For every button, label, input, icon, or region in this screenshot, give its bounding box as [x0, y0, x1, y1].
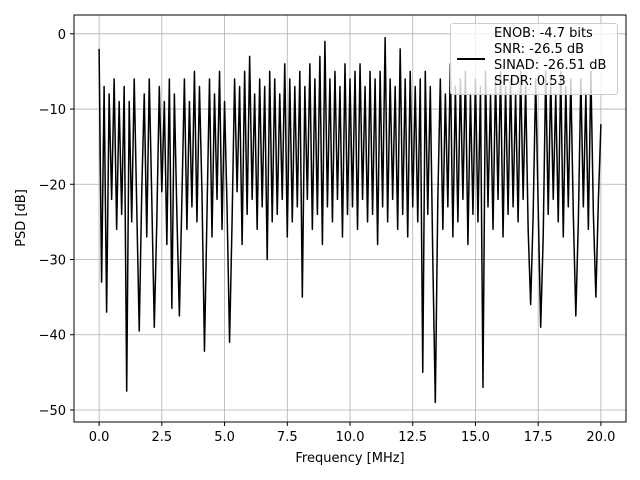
x-tick-label: 7.5: [277, 430, 298, 445]
y-tick-label: −50: [39, 404, 66, 419]
x-tick-label: 0.0: [89, 430, 110, 445]
y-tick-label: −40: [39, 329, 66, 344]
legend: ENOB: -4.7 bits SNR: -26.5 dB SINAD: -26…: [450, 23, 618, 95]
legend-handle: [457, 58, 485, 60]
plot-frame: [73, 14, 627, 423]
legend-label: ENOB: -4.7 bits SNR: -26.5 dB SINAD: -26…: [494, 26, 607, 89]
y-tick-label: −30: [39, 254, 66, 269]
x-tick-label: 12.5: [398, 430, 427, 445]
x-tick-label: 10.0: [336, 430, 365, 445]
y-tick-label: 0: [58, 28, 66, 43]
x-tick-label: 15.0: [461, 430, 490, 445]
y-tick-label: −20: [39, 178, 66, 193]
psd-line: [98, 36, 602, 404]
x-axis-label: Frequency [MHz]: [295, 451, 404, 466]
y-axis-label: PSD [dB]: [14, 189, 29, 247]
x-tick-label: 20.0: [586, 430, 615, 445]
x-tick-label: 2.5: [151, 430, 172, 445]
x-tick-label: 17.5: [524, 430, 553, 445]
y-tick-label: −10: [39, 103, 66, 118]
x-tick-label: 5.0: [214, 430, 235, 445]
